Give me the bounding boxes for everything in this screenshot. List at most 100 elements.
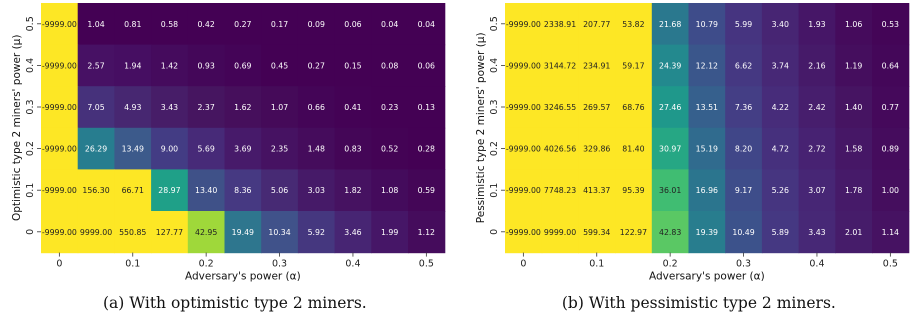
x-tick-label: 0.3 (736, 259, 751, 270)
x-axis-label: Adversary's power (α) (649, 271, 765, 283)
cell-value-label: 3.74 (772, 61, 789, 70)
heatmap-cell (615, 211, 653, 254)
cell-value-label: 3.46 (344, 228, 361, 237)
cell-value-label: -9999.00 (506, 145, 541, 154)
cell-value-label: 42.95 (195, 228, 217, 237)
heatmap-cell (77, 3, 115, 46)
heatmap-cell (725, 169, 763, 212)
cell-value-label: 3.69 (234, 145, 251, 154)
heatmap-cell (41, 86, 79, 129)
y-tick-label: 0.4 (25, 58, 36, 73)
heatmap-cell (872, 86, 910, 129)
heatmap-cell (615, 86, 653, 129)
cell-value-label: 0.58 (161, 20, 178, 29)
cell-value-label: 1.08 (381, 186, 398, 195)
cell-value-label: 329.86 (583, 145, 610, 154)
cell-value-label: 0.13 (418, 103, 435, 112)
heatmap-cell (187, 3, 226, 46)
cell-value-label: 207.77 (583, 20, 610, 29)
cell-value-label: 10.79 (696, 20, 718, 29)
heatmap-cell (334, 86, 372, 129)
heatmap-cell (541, 211, 579, 254)
cell-value-label: -9999.00 (42, 186, 77, 195)
cell-value-label: 4026.56 (544, 145, 576, 154)
heatmap-cell (651, 211, 690, 254)
y-tick-label: 0 (25, 229, 36, 235)
cell-value-label: 1.62 (234, 103, 251, 112)
heatmap-cell (334, 3, 372, 46)
heatmap-cell (835, 44, 873, 87)
heatmap-cell (615, 44, 653, 87)
cell-value-label: 0.59 (418, 186, 435, 195)
cell-value-label: 0.04 (381, 20, 398, 29)
cell-value-label: 5.69 (197, 145, 214, 154)
heatmap-cell (41, 3, 79, 46)
cell-value-label: 2338.91 (544, 20, 576, 29)
cell-value-label: 234.91 (583, 61, 610, 70)
heatmap-cell (114, 127, 152, 170)
heatmap-cell (578, 127, 616, 170)
cell-value-label: 27.46 (659, 103, 681, 112)
cell-value-label: 4.22 (772, 103, 789, 112)
cell-value-label: 2.72 (808, 145, 825, 154)
cell-value-label: 122.97 (620, 228, 647, 237)
heatmap-cell (541, 44, 579, 87)
cell-value-label: 1.94 (124, 61, 141, 70)
heatmap-cell (371, 86, 409, 129)
heatmap-cell (725, 3, 763, 46)
cell-value-label: 12.12 (696, 61, 718, 70)
heatmap-cell (798, 3, 836, 46)
heatmap-cell (224, 169, 262, 212)
heatmap-cell (371, 169, 409, 212)
heatmap-cell (505, 3, 543, 46)
cell-value-label: 13.51 (696, 103, 718, 112)
cell-value-label: 2.01 (845, 228, 862, 237)
heatmap-cell (505, 127, 543, 170)
heatmap-cell (297, 127, 336, 170)
cell-value-label: -9999.00 (506, 186, 541, 195)
cell-value-label: 0.45 (271, 61, 288, 70)
cell-value-label: 9999.00 (80, 228, 112, 237)
cell-value-label: 7748.23 (544, 186, 576, 195)
cell-value-label: 599.34 (583, 228, 610, 237)
cell-value-label: 42.83 (659, 228, 681, 237)
heatmap-cell (688, 3, 726, 46)
heatmap-cell (872, 169, 910, 212)
heatmap-cell (408, 86, 446, 129)
y-axis-label: Pessimistic type 2 miners' power (μ) (475, 32, 487, 223)
y-tick-label: 0.1 (489, 183, 500, 198)
y-tick-label: 0.4 (489, 58, 500, 73)
x-tick-label: 0.2 (663, 259, 678, 270)
heatmap-cell (761, 169, 800, 212)
cell-value-label: 0.83 (344, 145, 361, 154)
cell-value-label: 3246.55 (544, 103, 576, 112)
heatmap-cell (835, 127, 873, 170)
cell-value-label: 1.82 (344, 186, 361, 195)
x-tick-label: 0 (520, 259, 526, 270)
heatmap-cell (41, 44, 79, 87)
cell-value-label: -9999.00 (42, 228, 77, 237)
heatmap-cell (151, 44, 189, 87)
cell-value-label: 10.34 (268, 228, 290, 237)
cell-value-label: 3.43 (161, 103, 178, 112)
cell-value-label: -9999.00 (42, 61, 77, 70)
y-tick-label: 0.1 (25, 183, 36, 198)
heatmap-cell (41, 169, 79, 212)
cell-value-label: 0.64 (882, 61, 899, 70)
cell-value-label: 19.39 (696, 228, 718, 237)
heatmap-cell (761, 86, 800, 129)
cell-value-label: 127.77 (156, 228, 183, 237)
y-tick-label: 0.3 (489, 99, 500, 114)
cell-value-label: 3.03 (308, 186, 325, 195)
heatmap-cell (541, 169, 579, 212)
cell-value-label: 3.43 (808, 228, 825, 237)
x-tick-label: 0.4 (345, 259, 360, 270)
heatmap-cell (408, 127, 446, 170)
heatmap-cell (297, 169, 336, 212)
cell-value-label: 269.57 (583, 103, 610, 112)
cell-value-label: 413.37 (583, 186, 610, 195)
heatmap-cell (77, 127, 115, 170)
heatmap-cell (224, 211, 262, 254)
cell-value-label: 1.14 (882, 228, 899, 237)
heatmap-cell (371, 44, 409, 87)
